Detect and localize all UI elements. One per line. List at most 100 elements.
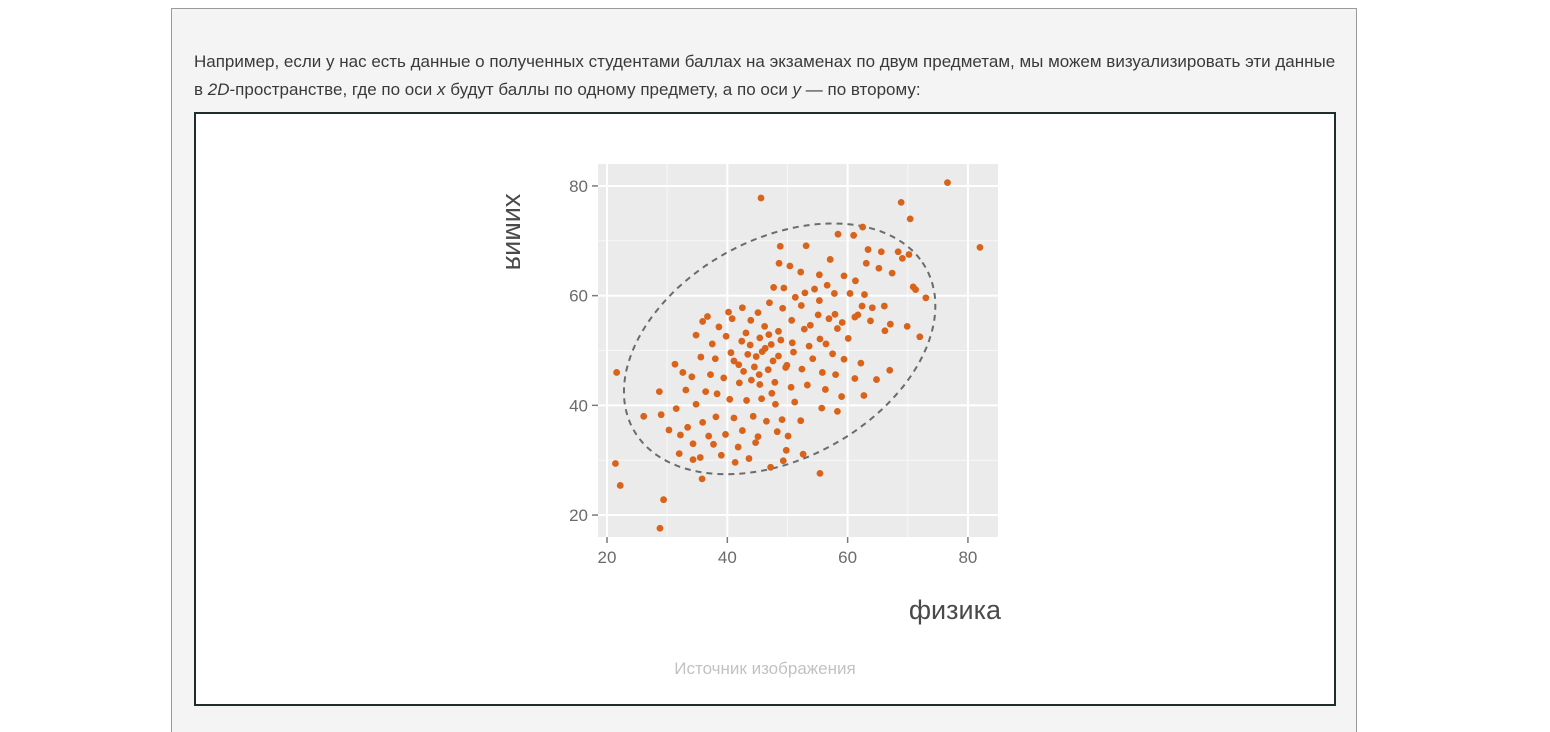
x-tick-label: 40 — [718, 548, 737, 567]
data-point — [767, 463, 775, 471]
data-point — [756, 334, 764, 342]
data-point — [922, 294, 930, 302]
data-point — [768, 389, 776, 397]
data-point — [818, 404, 826, 412]
y-tick-label: 40 — [569, 396, 588, 415]
data-point — [738, 337, 746, 345]
y-axis-title: химия — [500, 194, 530, 271]
data-point — [764, 366, 772, 374]
scatter-chart: 20 40 60 80 20 40 60 80 физика химия — [500, 164, 1002, 625]
data-point — [660, 496, 667, 504]
data-point — [875, 264, 883, 272]
data-point — [830, 290, 838, 297]
data-point — [809, 355, 817, 363]
data-point — [679, 369, 687, 376]
data-point — [752, 353, 760, 360]
data-point — [798, 365, 806, 373]
data-point — [738, 427, 746, 434]
paragraph-text: Например, если у нас есть данные о получ… — [194, 52, 1336, 99]
data-point — [815, 271, 823, 279]
data-point — [725, 308, 732, 316]
data-point — [738, 304, 746, 312]
data-point — [727, 349, 735, 357]
data-point — [740, 367, 747, 375]
data-point — [903, 322, 911, 330]
data-point — [671, 360, 679, 368]
data-point — [852, 277, 859, 285]
data-point — [613, 369, 621, 376]
data-point — [832, 371, 839, 379]
data-point — [773, 428, 781, 436]
data-point — [803, 381, 811, 389]
data-point — [797, 268, 805, 276]
data-point — [867, 317, 874, 325]
y-tick-label: 60 — [569, 287, 588, 306]
data-point — [758, 395, 766, 403]
data-point — [821, 386, 829, 393]
data-point — [746, 341, 754, 349]
data-point — [672, 405, 680, 413]
data-point — [976, 243, 984, 251]
data-point — [944, 179, 951, 187]
data-point — [823, 281, 831, 289]
data-point — [778, 416, 786, 424]
data-point — [858, 302, 866, 310]
data-point — [743, 397, 750, 404]
data-point — [767, 341, 775, 348]
data-point — [905, 251, 913, 258]
paragraph-text: — по второму: — [801, 80, 921, 99]
data-point — [640, 412, 648, 420]
data-point — [752, 439, 759, 447]
data-point — [771, 378, 779, 386]
paragraph-emphasis-2d: 2D — [207, 80, 230, 99]
data-point — [756, 381, 764, 388]
data-point — [791, 293, 799, 301]
data-point — [782, 446, 790, 454]
data-point — [816, 469, 824, 477]
paragraph-emphasis-y: y — [792, 80, 802, 99]
data-point — [881, 327, 889, 335]
data-point — [745, 455, 753, 462]
data-point — [800, 325, 808, 333]
data-point — [846, 290, 854, 297]
data-point — [851, 375, 859, 382]
data-point — [779, 457, 787, 465]
data-point — [616, 482, 624, 489]
data-point — [776, 242, 784, 250]
data-point — [815, 297, 823, 304]
data-point — [731, 459, 739, 466]
data-point — [769, 357, 777, 365]
data-point — [873, 376, 880, 383]
data-point — [699, 418, 707, 426]
image-source-link[interactable]: Источник изображения — [674, 659, 856, 678]
data-point — [816, 335, 824, 343]
data-point — [702, 388, 710, 396]
data-point — [861, 291, 868, 298]
data-point — [775, 327, 782, 335]
data-point — [791, 398, 799, 406]
data-point — [857, 359, 865, 367]
data-point — [788, 316, 796, 324]
data-point — [826, 256, 834, 263]
data-point — [818, 369, 826, 376]
data-point — [730, 357, 738, 365]
y-tick-label: 80 — [569, 177, 588, 196]
data-point — [765, 331, 773, 338]
data-point — [840, 272, 848, 280]
data-point — [747, 316, 755, 324]
data-point — [720, 374, 728, 382]
data-point — [722, 431, 729, 438]
data-point — [689, 440, 697, 448]
data-point — [877, 248, 885, 256]
data-point — [655, 388, 663, 396]
data-point — [779, 304, 787, 312]
data-point — [802, 242, 810, 250]
data-point — [787, 383, 795, 391]
data-point — [749, 412, 757, 420]
data-point — [726, 395, 734, 403]
data-point — [735, 379, 743, 387]
data-point — [656, 524, 664, 532]
data-point — [886, 366, 894, 374]
data-point — [665, 426, 673, 434]
data-point — [851, 313, 859, 321]
